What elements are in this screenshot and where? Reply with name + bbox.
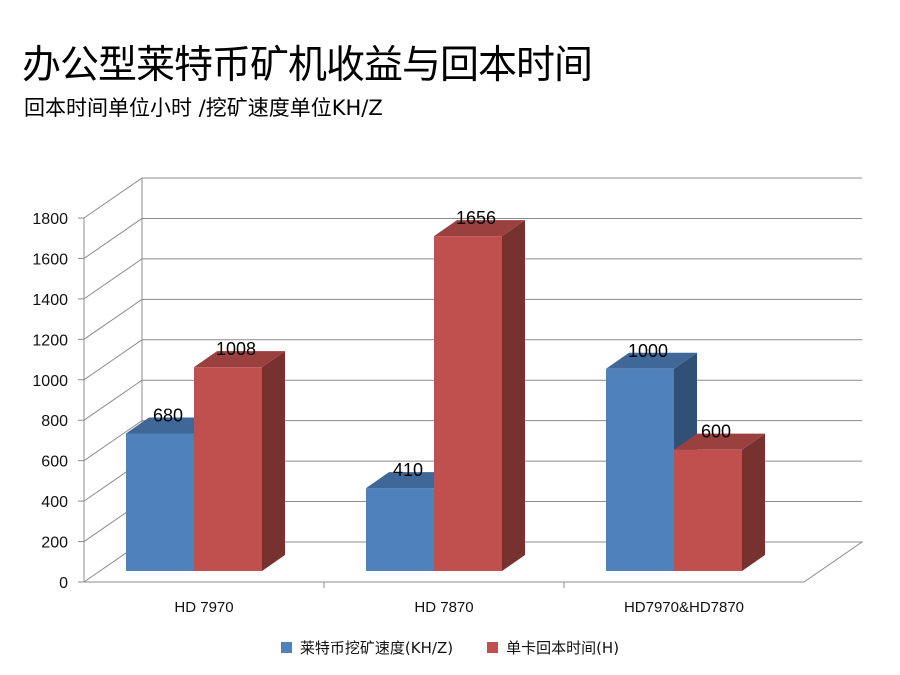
- y-tick-label: 200: [41, 535, 68, 552]
- legend-item-speed: 莱特币挖矿速度(KH/Z): [280, 637, 454, 658]
- gridline-side: [83, 379, 143, 421]
- y-tick-label: 1200: [32, 332, 68, 349]
- x-category-label: HD 7970: [174, 599, 233, 616]
- gridline-side: [83, 298, 143, 340]
- y-tick-label: 400: [41, 494, 68, 511]
- bar-side-s1-c0: [262, 351, 285, 571]
- labels-layer: 0 200 400 600 800 1000 1200 1400 1600 1800 HD 7970…: [32, 208, 744, 616]
- data-label: 680: [153, 405, 183, 425]
- legend-label-payback: 单卡回本时间(H): [506, 639, 620, 657]
- chart-subtitle: 回本时间单位小时 /挖矿速度单位KH/Z: [24, 96, 383, 120]
- gridline-side: [83, 218, 143, 259]
- data-label: 1008: [216, 339, 256, 359]
- legend-swatch-speed: [280, 642, 292, 653]
- bar-s0-c1: [366, 488, 434, 571]
- gridline-side: [83, 258, 143, 300]
- bar-s1-c0: [194, 367, 262, 571]
- y-tick-label: 800: [41, 413, 68, 430]
- data-label: 410: [393, 460, 423, 480]
- legend-swatch-payback: [487, 642, 499, 653]
- bar-top-s1-c0: [194, 351, 285, 368]
- bar-s1-c2: [674, 449, 742, 571]
- legend-label-speed: 莱特币挖矿速度(KH/Z): [299, 639, 454, 657]
- y-tick-label: 600: [41, 454, 68, 471]
- bar-top-s0-c2: [606, 352, 697, 369]
- chart-title: 办公型莱特币矿机收益与回本时间: [22, 43, 593, 88]
- y-tick-label: 1600: [32, 251, 68, 268]
- bar-top-s1-c1: [434, 220, 525, 237]
- data-label: 600: [701, 422, 731, 442]
- data-label: 1000: [628, 341, 668, 361]
- y-tick-label: 0: [59, 575, 68, 592]
- bar-side-s1-c1: [502, 220, 525, 571]
- bar-s0-c2: [606, 368, 674, 571]
- gridline-side: [83, 339, 143, 381]
- bars-layer: [126, 220, 765, 571]
- y-tick-label: 1000: [32, 373, 68, 390]
- x-category-label: HD7970&HD7870: [624, 599, 744, 616]
- bar-side-s1-c2: [742, 433, 765, 571]
- bar-s0-c0: [126, 433, 194, 571]
- legend-item-payback: 单卡回本时间(H): [487, 637, 619, 658]
- legend: 莱特币挖矿速度(KH/Z) 单卡回本时间(H): [0, 637, 900, 658]
- gridline-side: [83, 177, 143, 219]
- data-label: 1656: [456, 208, 496, 228]
- y-tick-label: 1400: [32, 292, 68, 309]
- x-category-label: HD 7870: [414, 599, 473, 616]
- bar-top-s1-c2: [674, 433, 765, 450]
- bar-s1-c1: [434, 236, 502, 571]
- y-tick-label: 1800: [32, 211, 68, 228]
- gridline-side: [83, 420, 143, 462]
